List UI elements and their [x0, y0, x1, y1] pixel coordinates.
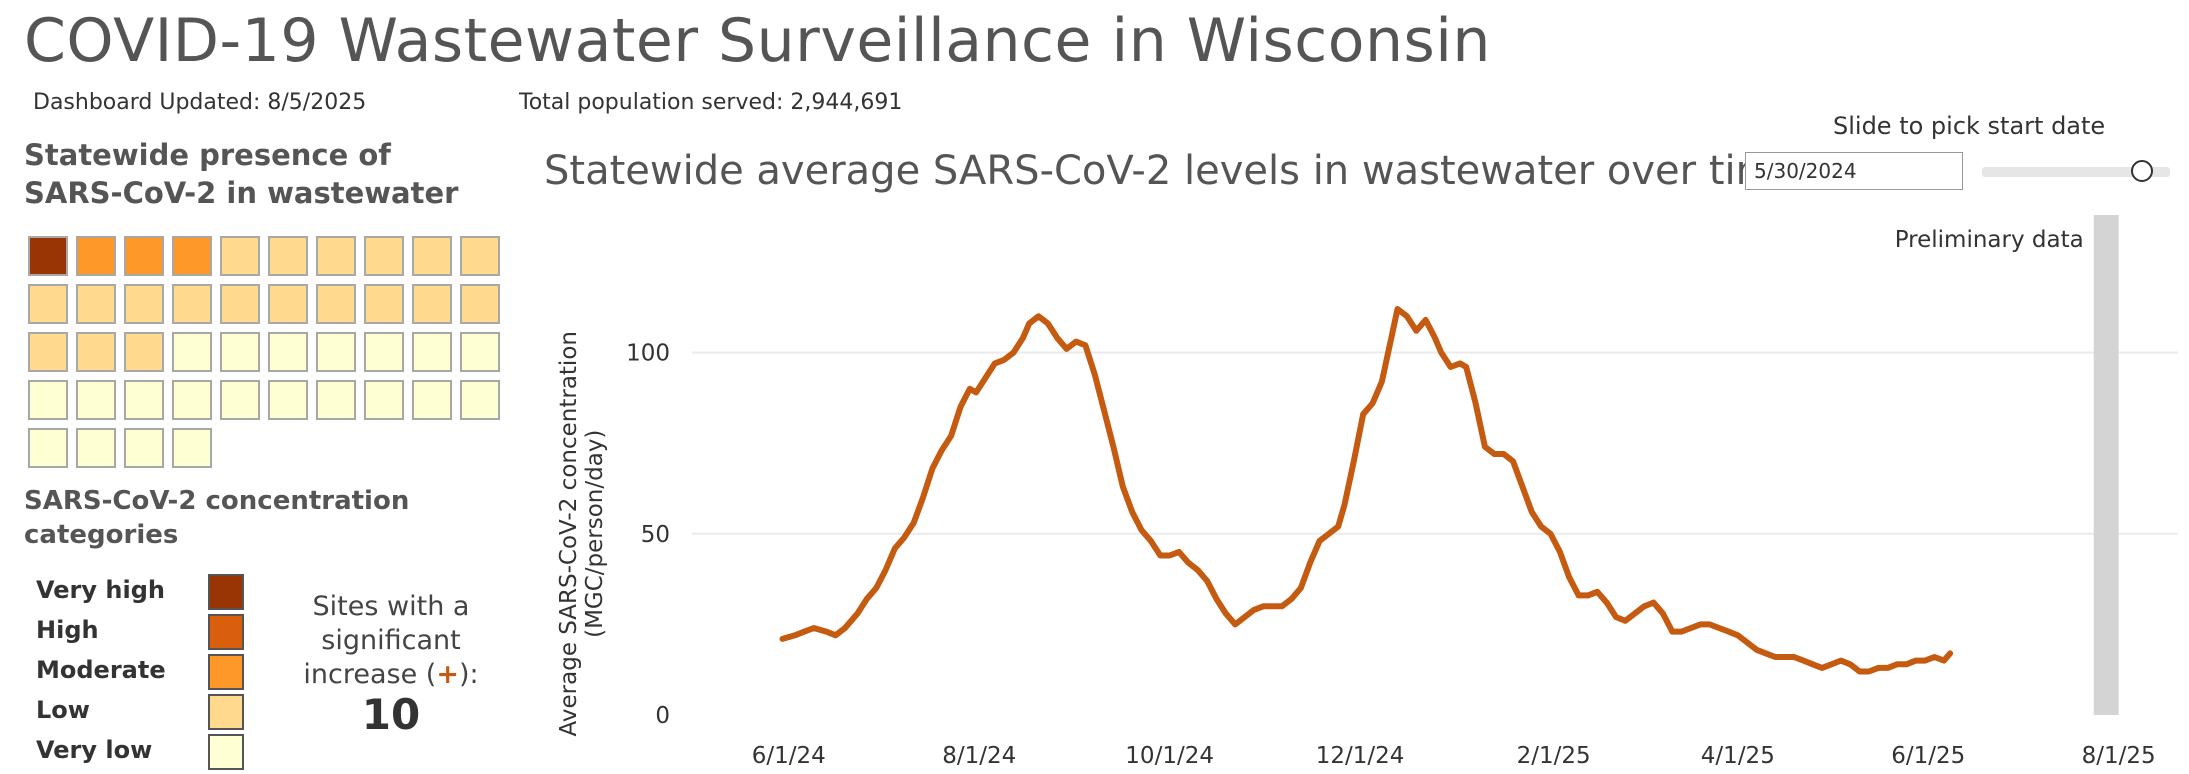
legend-item: Moderate: [36, 654, 258, 690]
x-tick-label: 8/1/24: [942, 743, 1016, 769]
site-cell-low[interactable]: [364, 284, 404, 324]
y-tick-label: 0: [655, 703, 670, 729]
legend-item: Very high: [36, 574, 258, 610]
site-cell-very-low[interactable]: [76, 428, 116, 468]
site-cell-very-high[interactable]: [28, 236, 68, 276]
site-cell-very-low[interactable]: [172, 380, 212, 420]
start-date-slider[interactable]: [1982, 167, 2170, 177]
site-cell-very-low[interactable]: [268, 380, 308, 420]
site-cell-very-low[interactable]: [28, 428, 68, 468]
site-cell-very-low[interactable]: [220, 380, 260, 420]
slider-label: Slide to pick start date: [1833, 112, 2106, 140]
y-tick-label: 50: [641, 522, 670, 548]
x-tick-label: 12/1/24: [1316, 743, 1405, 769]
y-axis-label: Average SARS-CoV-2 concentration(MGC/per…: [556, 331, 608, 736]
site-cell-moderate[interactable]: [124, 236, 164, 276]
x-tick-label: 10/1/24: [1125, 743, 1214, 769]
legend-swatch: [208, 734, 244, 770]
dashboard-updated: Dashboard Updated: 8/5/2025: [33, 90, 367, 115]
legend-item: High: [36, 614, 258, 650]
legend-item: Low: [36, 694, 258, 730]
legend-swatch: [208, 654, 244, 690]
site-cell-very-low[interactable]: [172, 332, 212, 372]
site-cell-low[interactable]: [220, 284, 260, 324]
significant-increase-label: Sites with a significant increase (+):: [286, 590, 496, 692]
categories-title: SARS-CoV-2 concentration categories: [24, 486, 410, 550]
site-cell-low[interactable]: [460, 284, 500, 324]
site-cell-low[interactable]: [268, 284, 308, 324]
site-cell-very-low[interactable]: [316, 332, 356, 372]
site-cell-low[interactable]: [28, 332, 68, 372]
site-cell-low[interactable]: [220, 236, 260, 276]
site-cell-moderate[interactable]: [76, 236, 116, 276]
x-tick-label: 8/1/25: [2082, 743, 2156, 769]
start-date-input[interactable]: [1745, 152, 1963, 190]
site-cell-low[interactable]: [28, 284, 68, 324]
site-cell-very-low[interactable]: [364, 332, 404, 372]
x-tick-label: 2/1/25: [1517, 743, 1591, 769]
preliminary-label: Preliminary data: [1895, 227, 2084, 253]
site-cell-very-low[interactable]: [124, 380, 164, 420]
legend-swatch: [208, 574, 244, 610]
site-cell-very-low[interactable]: [76, 380, 116, 420]
x-tick-label: 6/1/24: [752, 743, 826, 769]
site-cell-low[interactable]: [124, 332, 164, 372]
site-cell-low[interactable]: [316, 236, 356, 276]
population-served: Total population served: 2,944,691: [519, 90, 903, 115]
legend-label: Very low: [36, 736, 153, 764]
site-cell-low[interactable]: [76, 332, 116, 372]
site-cell-low[interactable]: [460, 236, 500, 276]
site-cell-very-low[interactable]: [412, 332, 452, 372]
legend-label: High: [36, 616, 99, 644]
line-chart: Preliminary data 0 50 100 6/1/24 8/1/24 10/1/2…: [556, 215, 2178, 769]
significant-label-before: Sites with a significant increase (: [303, 591, 470, 690]
series-line: [779, 306, 1954, 675]
x-tick-label: 4/1/25: [1701, 743, 1775, 769]
legend-label: Very high: [36, 576, 165, 604]
site-cell-low[interactable]: [268, 236, 308, 276]
legend-label: Moderate: [36, 656, 166, 684]
chart-title: Statewide average SARS-CoV-2 levels in w…: [544, 148, 1800, 194]
legend-label: Low: [36, 696, 90, 724]
legend-item: Very low: [36, 734, 258, 770]
site-cell-very-low[interactable]: [460, 380, 500, 420]
site-cell-low[interactable]: [76, 284, 116, 324]
site-cell-very-low[interactable]: [316, 380, 356, 420]
site-cell-low[interactable]: [412, 284, 452, 324]
site-cell-very-low[interactable]: [124, 428, 164, 468]
legend-swatch: [208, 614, 244, 650]
site-cell-low[interactable]: [412, 236, 452, 276]
preliminary-band: [2093, 215, 2119, 715]
y-tick-label: 100: [626, 341, 670, 367]
site-cell-low[interactable]: [364, 236, 404, 276]
site-cell-very-low[interactable]: [460, 332, 500, 372]
legend-swatch: [208, 694, 244, 730]
plus-icon: +: [436, 659, 459, 690]
site-cell-very-low[interactable]: [220, 332, 260, 372]
presence-title: Statewide presence of SARS-CoV-2 in wast…: [24, 138, 459, 210]
slider-handle[interactable]: [2130, 160, 2153, 182]
site-cell-very-low[interactable]: [172, 428, 212, 468]
page-title: COVID-19 Wastewater Surveillance in Wisc…: [24, 6, 1491, 76]
significant-label-after: ):: [458, 659, 479, 690]
site-cell-very-low[interactable]: [364, 380, 404, 420]
site-cell-very-low[interactable]: [28, 380, 68, 420]
site-cell-moderate[interactable]: [172, 236, 212, 276]
site-cell-low[interactable]: [172, 284, 212, 324]
site-cell-very-low[interactable]: [412, 380, 452, 420]
significant-increase-count: 10: [361, 690, 421, 739]
site-cell-very-low[interactable]: [268, 332, 308, 372]
site-cell-low[interactable]: [124, 284, 164, 324]
x-tick-label: 6/1/25: [1891, 743, 1965, 769]
site-cell-low[interactable]: [316, 284, 356, 324]
